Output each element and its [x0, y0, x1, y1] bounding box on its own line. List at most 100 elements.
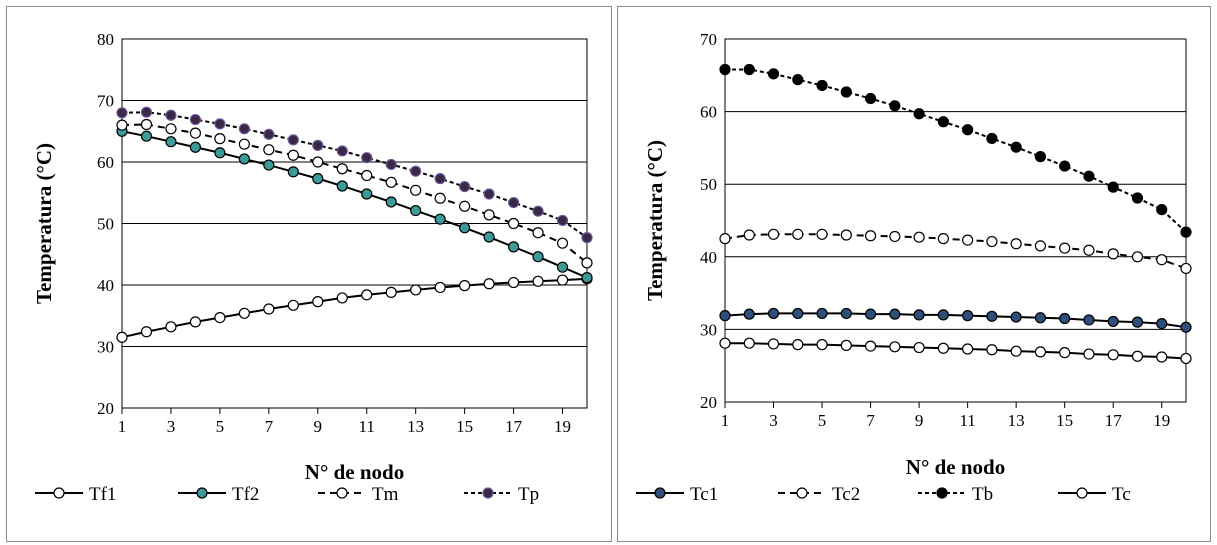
data-point-Tc2: [767, 228, 780, 240]
x-tick-label: 3: [769, 411, 778, 430]
legend-label-Tc1: Tc1: [690, 484, 718, 505]
data-point-Tc: [1156, 351, 1168, 363]
data-point-Tc1: [792, 307, 804, 320]
data-point-Tc2: [1131, 251, 1144, 263]
data-point-Tc: [986, 344, 998, 356]
data-point-Tf2: [263, 159, 275, 171]
data-point-Tc1: [986, 310, 998, 322]
data-point-Tb: [962, 124, 974, 136]
data-point-Tb: [1131, 192, 1144, 204]
data-point-Tc2: [743, 229, 755, 241]
data-point-Tm: [140, 118, 153, 131]
data-point-Tb: [1107, 181, 1119, 193]
x-tick-label: 7: [265, 417, 274, 436]
data-point-Tp: [459, 181, 471, 193]
data-point-Tc1: [1059, 312, 1071, 325]
data-point-Tc2: [913, 231, 925, 243]
data-point-Tp: [263, 128, 275, 140]
legend-marker-Tc2: [796, 487, 808, 499]
data-point-Tf1: [507, 276, 520, 289]
data-point-Tc1: [1131, 316, 1144, 328]
data-point-Tc2: [1107, 248, 1119, 260]
data-point-Tc: [792, 339, 804, 351]
data-point-Tc: [1059, 347, 1071, 359]
data-point-Tf1: [532, 275, 544, 287]
data-point-Tp: [287, 134, 299, 146]
data-point-Tm: [214, 133, 226, 145]
data-point-Tf1: [556, 274, 569, 286]
legend-label-Tc: Tc: [1112, 484, 1131, 505]
y-tick-label: 50: [700, 175, 717, 194]
data-point-Tf1: [410, 284, 422, 296]
data-point-Tc2: [840, 229, 852, 241]
data-point-Tf2: [581, 272, 593, 284]
data-point-Tp: [385, 158, 397, 171]
data-point-Tp: [165, 109, 177, 121]
y-tick-label: 20: [700, 393, 717, 412]
data-point-Tc2: [1180, 262, 1192, 275]
data-point-Tm: [238, 138, 250, 150]
data-point-Tp: [312, 139, 324, 151]
data-point-Tf1: [263, 303, 275, 315]
data-point-Tc1: [913, 309, 925, 321]
data-point-Tf1: [483, 278, 495, 290]
data-point-Tc: [962, 343, 974, 355]
series-Tm: [116, 118, 593, 269]
data-point-Tb: [767, 68, 780, 80]
data-point-Tb: [986, 132, 998, 145]
data-point-Tf1: [287, 299, 299, 311]
x-tick-label: 15: [1056, 411, 1073, 430]
legend: Tf1 Tf2 Tm Tp: [35, 484, 539, 505]
x-tick-label: 17: [505, 417, 523, 436]
data-point-Tc: [937, 342, 949, 354]
data-point-Tb: [792, 74, 804, 86]
data-point-Tf2: [507, 241, 520, 253]
data-point-Tf1: [336, 292, 348, 304]
y-tick-label: 20: [97, 399, 114, 418]
data-point-Tc: [913, 341, 925, 354]
data-point-Tm: [361, 169, 373, 182]
x-tick-label: 13: [407, 417, 424, 436]
data-point-Tf2: [214, 147, 226, 159]
data-point-Tc: [1083, 348, 1095, 360]
series-Tc: [719, 337, 1192, 365]
data-point-Tc: [864, 340, 877, 352]
data-point-Tc2: [1059, 242, 1071, 254]
y-tick-label: 80: [97, 30, 114, 49]
data-point-Tf2: [287, 166, 299, 178]
data-point-Tf1: [459, 280, 471, 292]
legend-marker-Tf1: [53, 487, 65, 499]
data-point-Tc1: [816, 307, 828, 320]
x-tick-label: 7: [866, 411, 875, 430]
data-point-Tf1: [214, 311, 226, 324]
plot-area-border: [724, 38, 1187, 403]
x-axis-title: N° de nodo: [305, 460, 404, 484]
y-tick-label: 70: [97, 92, 114, 111]
data-point-Tm: [581, 257, 593, 269]
data-point-Tc: [743, 337, 755, 349]
legend-label-Tm: Tm: [372, 484, 399, 505]
data-point-Tb: [889, 100, 901, 112]
data-point-Tf1: [361, 289, 373, 301]
data-point-Tc2: [889, 230, 901, 243]
y-tick-label: 30: [700, 320, 717, 339]
data-point-Tf2: [385, 196, 397, 208]
chart-panel-right: 20 30 40 50 60 70 1 3 5 7 9 11 13 15 17 19 N° de nodo Tem…: [617, 6, 1211, 542]
data-point-Tc2: [937, 233, 949, 245]
data-point-Tc: [816, 339, 828, 351]
data-point-Tc1: [937, 309, 949, 321]
x-tick-label: 19: [554, 417, 571, 436]
data-point-Tp: [556, 214, 569, 227]
data-point-Tb: [1180, 226, 1192, 238]
data-point-Tp: [189, 113, 202, 126]
data-point-Tf1: [238, 307, 250, 319]
x-tick-label: 15: [456, 417, 473, 436]
data-point-Tm: [459, 200, 471, 212]
data-point-Tc2: [962, 234, 974, 246]
legend-marker-Tb: [936, 487, 948, 499]
data-point-Tc: [1107, 349, 1119, 361]
data-point-Tc: [889, 341, 901, 353]
data-point-Tf1: [165, 321, 177, 333]
legend-marker-Tc1: [654, 487, 666, 499]
